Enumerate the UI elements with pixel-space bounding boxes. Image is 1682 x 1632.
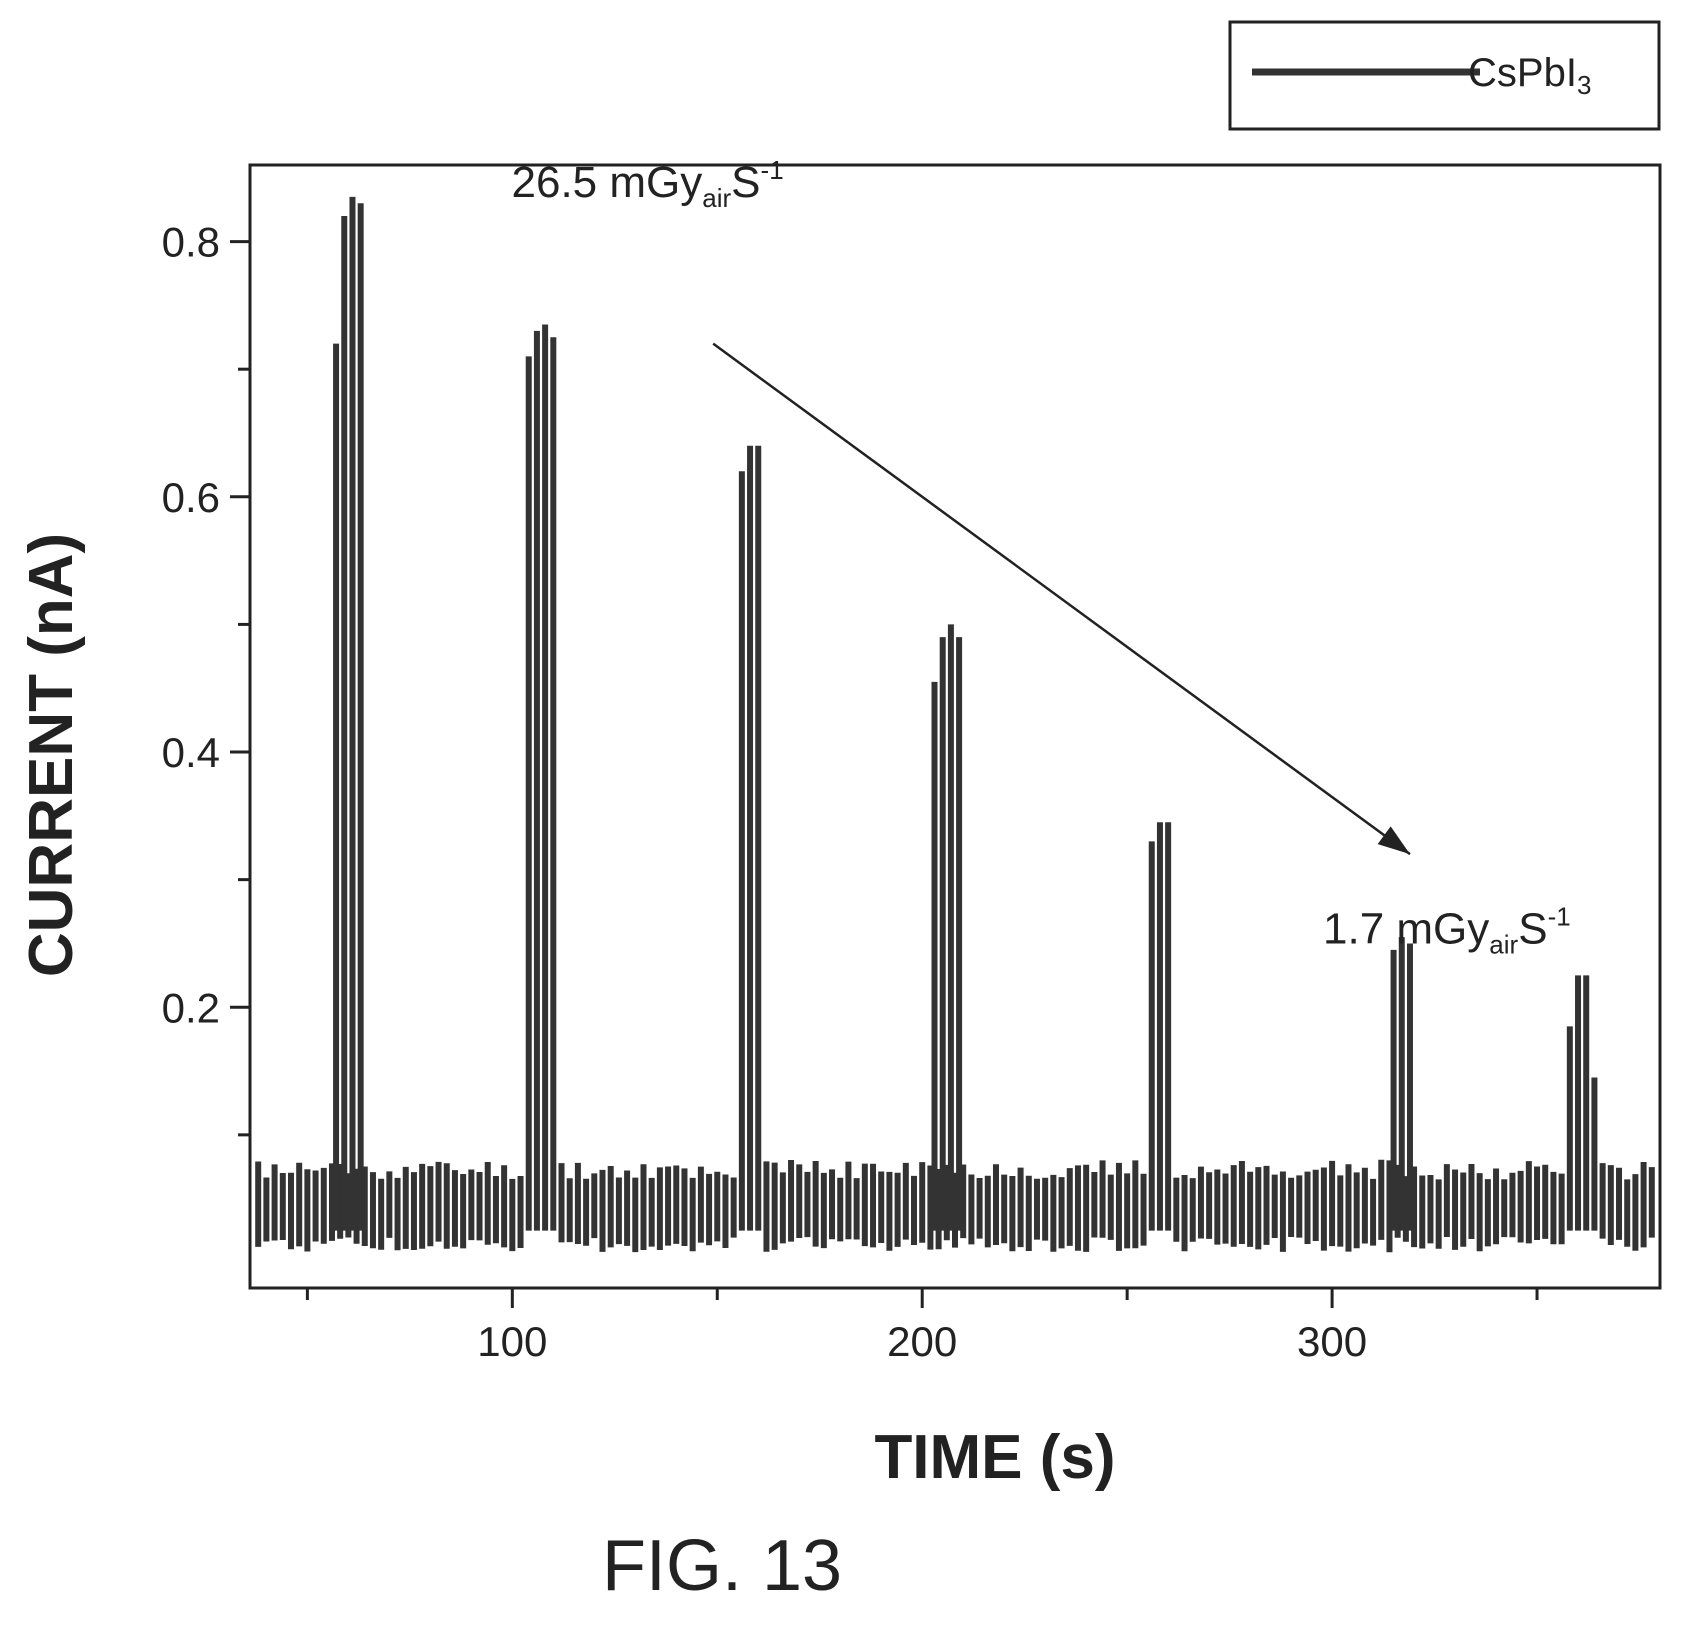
legend: CsPbI3 (1228, 20, 1661, 131)
x-tick-label: 100 (477, 1318, 547, 1365)
dose-annotation-superscript: -1 (761, 155, 784, 185)
dose-annotation-2: 1.7 mGyairS-1 (1323, 901, 1571, 959)
dose-annotation-subscript: air (1489, 929, 1518, 959)
dose-annotation-main: 26.5 mGy (512, 158, 703, 207)
y-tick-label: 0.8 (162, 219, 220, 266)
legend-label-main: CsPbI (1468, 51, 1577, 95)
x-tick-label: 200 (887, 1318, 957, 1365)
dose-annotation-superscript: -1 (1548, 901, 1571, 931)
axes: 100 200 300 0.2 0.4 0.6 0.8 (162, 219, 1539, 1365)
x-tick-label: 300 (1297, 1318, 1367, 1365)
x-axis-title: TIME (s) (874, 1423, 1115, 1492)
dose-annotation-main: 1.7 mGy (1323, 904, 1489, 953)
y-axis-title: CURRENT (nA) (17, 533, 86, 977)
legend-label: CsPbI3 (1468, 51, 1591, 100)
y-tick-label: 0.6 (162, 474, 220, 521)
y-tick-label: 0.4 (162, 729, 220, 776)
legend-label-subscript: 3 (1577, 70, 1591, 100)
trend-arrow-line (712, 342, 1411, 856)
y-tick-label: 0.2 (162, 984, 220, 1031)
figure-label: FIG. 13 (602, 1526, 842, 1606)
dose-annotation-subscript: air (702, 183, 731, 213)
series-cspbi3 (255, 196, 1655, 1253)
dose-annotation-suffix: S (1518, 904, 1547, 953)
dose-annotation-1: 26.5 mGyairS-1 (512, 155, 784, 213)
trend-arrow-head (1377, 826, 1410, 855)
annotations: 26.5 mGyairS-11.7 mGyairS-1 (512, 155, 1571, 960)
dose-annotation-suffix: S (731, 158, 760, 207)
plot-area (248, 163, 1662, 1290)
